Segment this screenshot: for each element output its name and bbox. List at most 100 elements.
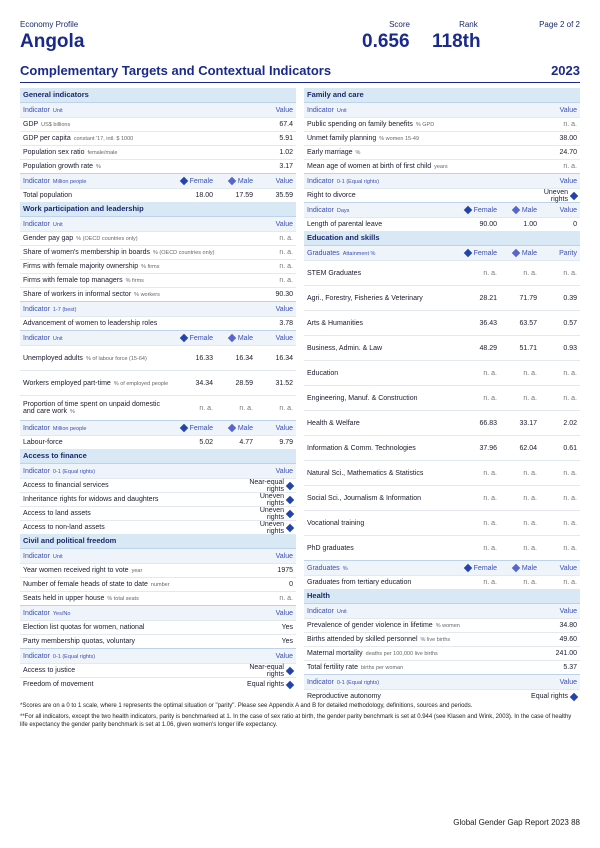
- table-row: Mean age of women at birth of first chil…: [304, 159, 580, 173]
- header-male-text: Male: [521, 249, 537, 257]
- row-value: Equal rights: [531, 693, 568, 700]
- header-row: Graduates% Female Male Value: [304, 560, 580, 575]
- row-value: 31.52: [275, 379, 293, 387]
- header-value: Value: [275, 609, 293, 617]
- row-label: PhD graduates: [307, 545, 457, 552]
- block-title: Access to finance: [20, 449, 296, 463]
- row-value: Near-equal rights: [249, 478, 284, 493]
- row-unit: % GPD: [415, 122, 435, 128]
- header-indicator-text: Indicator: [23, 106, 50, 114]
- row-label-text: GDP per capita: [23, 135, 71, 142]
- male-marker-icon: [227, 333, 237, 342]
- row-value: 34.80: [559, 622, 577, 629]
- row-label: Unmet family planning% women 15-49: [307, 135, 537, 142]
- row-unit: %: [96, 164, 101, 170]
- row-label: Access to financial services: [23, 482, 244, 489]
- row-label: Access to justice: [23, 667, 244, 674]
- header-indicator-text: Indicator: [307, 177, 334, 185]
- row-label-text: Population growth rate: [23, 163, 94, 170]
- header-male: Male: [213, 333, 253, 342]
- table-row: STEM Graduates n. a. n. a. n. a.: [304, 260, 580, 285]
- row-label: Unemployed adults% of labour force (15-6…: [23, 355, 173, 362]
- table-row: Access to land assets Uneven rights: [20, 506, 296, 521]
- rights-marker-icon: [285, 680, 295, 689]
- row-unit: % workers: [134, 292, 160, 298]
- header-row: Indicator 0-1 (Equal rights) Value: [20, 463, 296, 478]
- row-value: n. a.: [563, 579, 577, 586]
- table-row: Vocational training n. a. n. a. n. a.: [304, 510, 580, 535]
- footnote-b: **For all indicators, except the two hea…: [20, 714, 572, 728]
- table-row: Access to financial services Near-equal r…: [20, 478, 296, 493]
- male-marker-icon: [511, 563, 521, 572]
- row-unit: %: [69, 409, 75, 415]
- header-female-text: Female: [473, 206, 497, 214]
- female-marker-icon: [179, 176, 188, 185]
- row-label: Year women received right to vote year: [23, 567, 253, 574]
- row-value: 3.78: [279, 320, 293, 327]
- table-row: Party membership quotas, voluntary Yes: [20, 634, 296, 648]
- header-indicator-text: Indicator: [23, 305, 50, 313]
- header-value: Value: [275, 177, 293, 185]
- header-female: Female: [457, 205, 497, 214]
- row-label: Early marriage%: [307, 149, 537, 156]
- row-label-text: Seats held in upper house: [23, 595, 105, 602]
- row-value: n. a.: [483, 519, 497, 527]
- row-label: Seats held in upper house% total seats: [23, 595, 253, 602]
- table-row: Engineering, Manuf. & Construction n. a. n…: [304, 385, 580, 410]
- row-label: Length of parental leave: [307, 221, 457, 228]
- row-value: 90.30: [275, 291, 293, 298]
- row-unit: % firms: [141, 264, 160, 270]
- header-indicator-text: Indicator: [23, 652, 50, 660]
- header-row: Indicator Million people Female Male Value: [20, 173, 296, 188]
- table-row: Information & Comm. Technologies 37.96 62.…: [304, 435, 580, 460]
- row-label: Natural Sci., Mathematics & Statistics: [307, 470, 457, 477]
- header-female-text: Female: [189, 334, 213, 342]
- row-label: Proportion of time spent on unpaid domes…: [23, 401, 173, 415]
- row-label: Engineering, Manuf. & Construction: [307, 395, 457, 402]
- row-value: n. a.: [239, 404, 253, 412]
- row-label: Total population: [23, 192, 173, 199]
- table-row: GDP US$ billions 67.4: [20, 117, 296, 131]
- header-female: Female: [173, 176, 213, 185]
- row-label: Inheritance rights for widows and daught…: [23, 496, 244, 503]
- row-label-text: Share of workers in informal sector: [23, 291, 132, 298]
- row-value: Uneven rights: [259, 506, 284, 521]
- header-row: Indicator Unit Value: [304, 603, 580, 618]
- header-row: Indicator Unit Value: [304, 102, 580, 117]
- header-unit: Million people: [52, 178, 87, 185]
- page: Economy Profile Score Rank Page 2 of 2 A…: [20, 20, 580, 703]
- row-label: Social Sci., Journalism & Information: [307, 495, 457, 502]
- header-indicator: Indicator Unit: [23, 107, 253, 114]
- table-row: Proportion of time spent on unpaid domes…: [20, 395, 296, 420]
- row-value: Near-equal rights: [249, 663, 284, 678]
- row-value: Yes: [281, 624, 293, 631]
- block-title: Family and care: [304, 88, 580, 102]
- header-unit: Million people: [52, 425, 87, 432]
- row-label: Population growth rate%: [23, 163, 253, 170]
- female-marker-icon: [463, 563, 472, 572]
- table-row: Health & Welfare 66.83 33.17 2.02: [304, 410, 580, 435]
- header-value: Value: [559, 607, 577, 615]
- row-label-text: Inheritance rights for widows and daught…: [23, 496, 159, 503]
- table-row: Freedom of movement Equal rights: [20, 677, 296, 691]
- row-label: Population sex ratio female/male: [23, 149, 253, 156]
- row-unit: % total seats: [107, 596, 139, 602]
- row-label-text: Right to divorce: [307, 192, 356, 199]
- row-value: n. a.: [483, 544, 497, 552]
- row-label-text: Arts & Humanities: [307, 319, 364, 327]
- row-value: n. a.: [563, 269, 577, 277]
- female-marker-icon: [463, 205, 472, 214]
- row-value: n. a.: [563, 394, 577, 402]
- header-indicator: Indicator Yes/No: [23, 610, 253, 617]
- row-label-text: Workers employed part-time: [23, 379, 111, 387]
- block-title: Civil and political freedom: [20, 534, 296, 548]
- table-row: Seats held in upper house% total seats n.…: [20, 591, 296, 605]
- row-unit: years: [434, 164, 448, 170]
- row-value: n. a.: [523, 579, 537, 586]
- block-title: Education and skills: [304, 231, 580, 245]
- row-value: n. a.: [483, 369, 497, 377]
- row-value: n. a.: [483, 394, 497, 402]
- row-unit: %: [355, 150, 361, 156]
- header-row: Indicator 0-1 (Equal rights) Value: [304, 674, 580, 689]
- table-row: Population sex ratio female/male 1.02: [20, 145, 296, 159]
